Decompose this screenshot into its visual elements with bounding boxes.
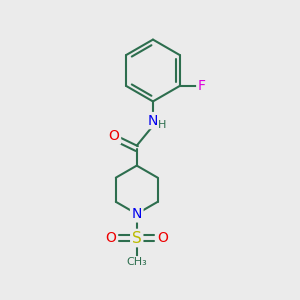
- Text: O: O: [105, 231, 116, 245]
- Text: CH₃: CH₃: [126, 257, 147, 267]
- Text: H: H: [158, 120, 166, 130]
- Text: O: O: [109, 129, 119, 143]
- Text: N: N: [148, 114, 158, 128]
- Text: O: O: [157, 231, 168, 245]
- Text: F: F: [198, 79, 206, 93]
- Text: S: S: [132, 230, 142, 245]
- Text: N: N: [132, 207, 142, 221]
